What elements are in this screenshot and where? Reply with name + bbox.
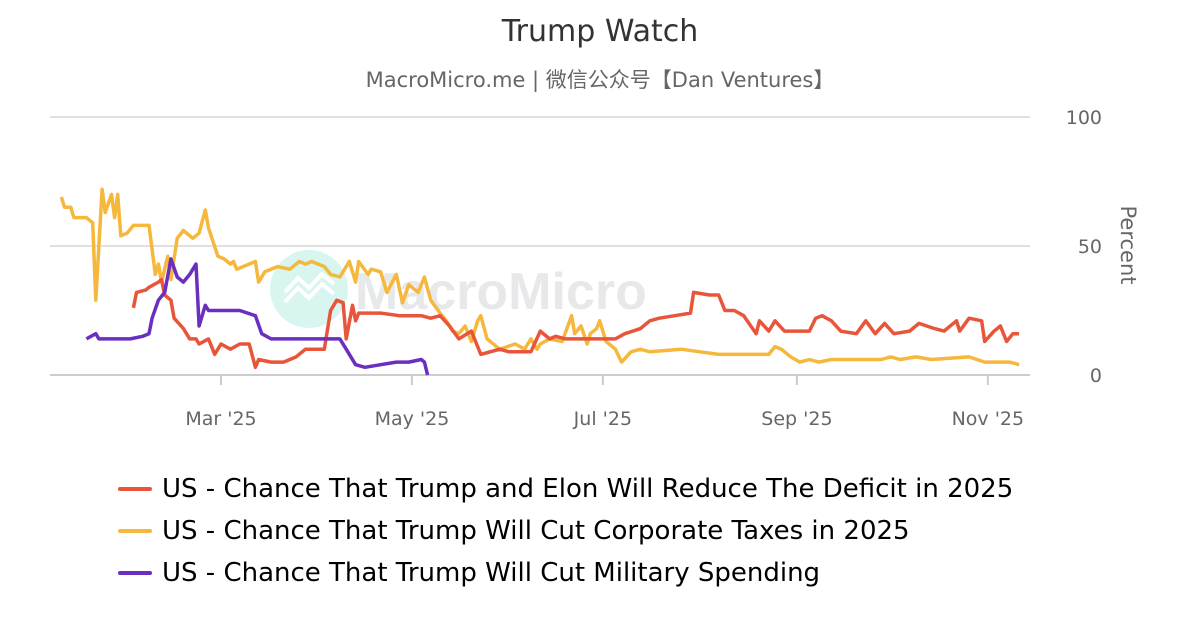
- legend-item[interactable]: US - Chance That Trump Will Cut Corporat…: [118, 510, 1013, 552]
- series-line-2: [85, 257, 430, 376]
- y-tick-label: 100: [1066, 107, 1102, 129]
- legend-label: US - Chance That Trump Will Cut Military…: [162, 558, 821, 588]
- legend-swatch: [118, 487, 152, 491]
- y-axis-label: Percent: [1116, 205, 1140, 284]
- x-tick-label: May '25: [375, 408, 450, 430]
- x-tick-label: Sep '25: [761, 408, 832, 430]
- x-tick-label: Nov '25: [952, 408, 1025, 430]
- y-tick-label: 0: [1090, 365, 1102, 387]
- chart-subtitle: MacroMicro.me | 微信公众号【Dan Ventures】: [365, 68, 835, 92]
- y-tick-label: 50: [1078, 236, 1102, 258]
- series-line-0: [131, 277, 1020, 370]
- legend-item[interactable]: US - Chance That Trump Will Cut Military…: [118, 552, 1013, 594]
- legend-label: US - Chance That Trump Will Cut Corporat…: [162, 516, 910, 546]
- legend-label: US - Chance That Trump and Elon Will Red…: [162, 474, 1014, 504]
- legend-item[interactable]: US - Chance That Trump and Elon Will Red…: [118, 468, 1013, 510]
- x-tick-label: Mar '25: [185, 408, 256, 430]
- legend-swatch: [118, 529, 152, 533]
- chart-title: Trump Watch: [501, 14, 699, 49]
- watermark-logo: MacroMicro: [270, 250, 647, 328]
- legend: US - Chance That Trump and Elon Will Red…: [118, 468, 1013, 594]
- watermark-text: MacroMicro: [355, 263, 647, 321]
- legend-swatch: [118, 571, 152, 575]
- x-tick-label: Jul '25: [573, 408, 632, 430]
